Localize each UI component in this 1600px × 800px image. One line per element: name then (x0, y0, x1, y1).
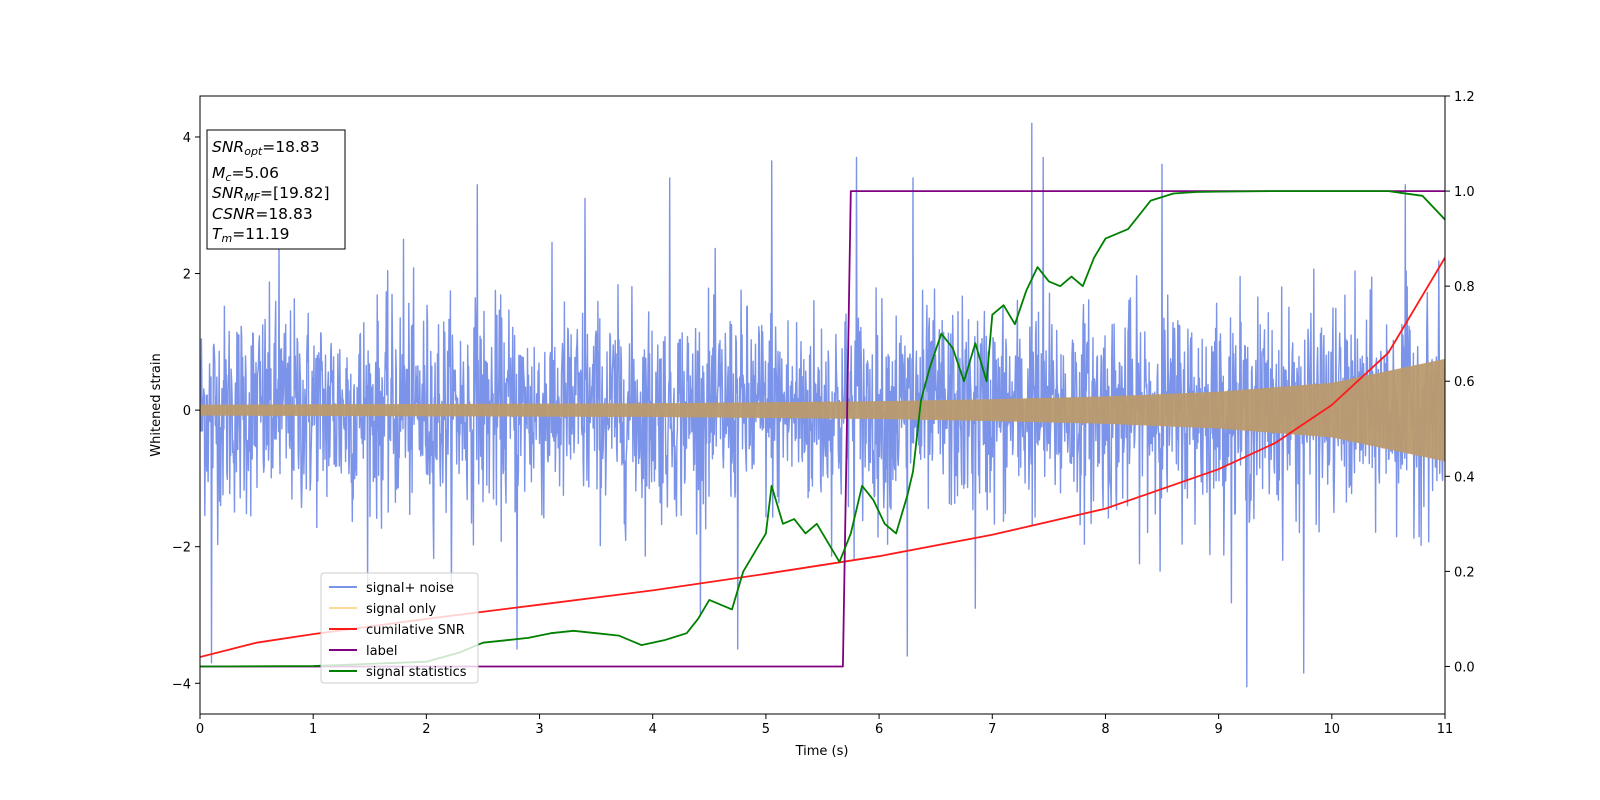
y-axis-label: Whitened strain (149, 353, 164, 456)
y-tick-label-right: 1.0 (1454, 185, 1475, 200)
x-tick-label: 3 (535, 722, 543, 737)
x-tick-label: 6 (875, 722, 883, 737)
x-tick-label: 7 (988, 722, 996, 737)
x-tick-label: 4 (649, 722, 657, 737)
y-tick-label-left: 0 (183, 404, 191, 419)
y-tick-label-left: 2 (183, 268, 191, 283)
legend-label: signal statistics (366, 665, 467, 680)
legend-label: cumilative SNR (366, 623, 465, 638)
plot-frame (199, 95, 1446, 715)
y-tick-label-right: 0.2 (1454, 565, 1475, 580)
legend-label: label (366, 644, 397, 659)
legend-label: signal only (366, 602, 436, 617)
series-signal-only (200, 358, 1445, 462)
x-tick-label: 1 (309, 722, 317, 737)
y-tick-label-right: 0.8 (1454, 280, 1475, 295)
annotation-line: SNRopt=18.83 (212, 138, 320, 158)
annotation-line: Tm=11.19 (212, 225, 290, 245)
y-tick-label-left: 4 (183, 131, 191, 146)
legend-label: signal+ noise (366, 581, 454, 596)
legend: signal+ noise signal only cumilative SNR la… (320, 572, 479, 684)
annotation-box: SNRopt=18.83 Mc=5.06 SNRMF=[19.82] CSNR=… (206, 129, 346, 250)
x-axis-label: Time (s) (795, 744, 849, 759)
x-tick-label: 8 (1101, 722, 1109, 737)
annotation-line: Mc=5.06 (212, 164, 279, 184)
axes-layer: 0 1 2 3 4 5 6 7 8 9 10 11 −4 −2 0 2 4 0.0 0.2 0.4 0.6 0.8 1.0 1… (172, 90, 1475, 737)
x-tick-label: 9 (1214, 722, 1222, 737)
legend-frame (320, 572, 479, 684)
series-signal-statistics (200, 190, 1445, 668)
annotation-line: CSNR=18.83 (212, 205, 313, 223)
x-tick-label: 2 (422, 722, 430, 737)
y-tick-label-left: −4 (172, 677, 191, 692)
x-tick-label: 10 (1324, 722, 1341, 737)
y-tick-label-right: 1.2 (1454, 90, 1475, 105)
annotation-line: SNRMF=[19.82] (212, 184, 330, 204)
x-tick-label: 0 (196, 722, 204, 737)
y-tick-label-right: 0.6 (1454, 375, 1475, 390)
y-tick-label-left: −2 (172, 541, 191, 556)
x-tick-label: 5 (762, 722, 770, 737)
series-label (200, 190, 1445, 668)
y-tick-label-right: 0.0 (1454, 660, 1475, 675)
x-tick-label: 11 (1437, 722, 1454, 737)
y-tick-label-right: 0.4 (1454, 470, 1475, 485)
